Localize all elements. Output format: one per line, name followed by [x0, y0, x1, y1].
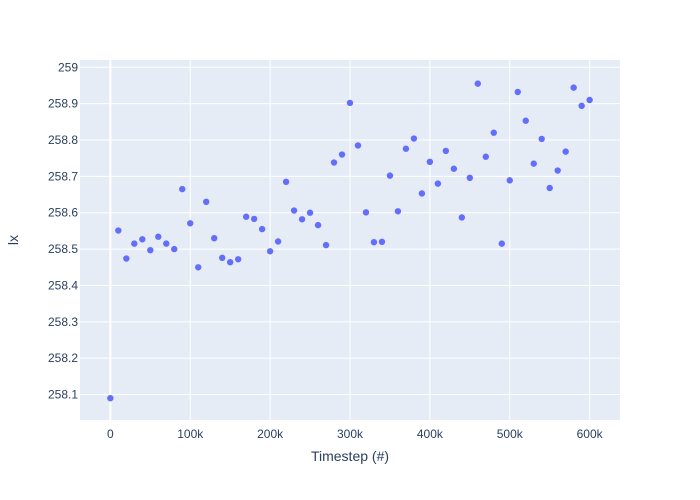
x-tick-labels: 0 100k 200k 300k 400k 500k 600k — [107, 427, 604, 441]
scatter-point — [234, 256, 242, 263]
scatter-point — [218, 254, 226, 262]
scatter-point — [171, 245, 178, 253]
scatter-point — [242, 213, 250, 220]
scatter-point — [410, 135, 418, 142]
y-tick-label: 258.8 — [48, 133, 78, 147]
scatter-point — [115, 227, 122, 234]
scatter-point — [434, 180, 442, 187]
scatter-point — [378, 238, 386, 246]
scatter-point — [203, 198, 210, 206]
scatter-point — [362, 209, 370, 216]
scatter-point — [131, 240, 138, 247]
y-tick-label: 258.1 — [48, 388, 78, 402]
y-tick-label: 258.2 — [48, 351, 78, 365]
x-tick-label: 200k — [257, 427, 284, 441]
scatter-point — [211, 234, 218, 242]
scatter-point — [306, 209, 314, 216]
scatter-point — [402, 145, 410, 152]
x-gridlines — [109, 60, 591, 420]
scatter-point — [578, 102, 585, 110]
scatter-point — [386, 172, 394, 179]
scatter-point — [258, 225, 266, 233]
scatter-point — [147, 246, 154, 254]
scatter-point — [107, 394, 114, 402]
scatter-point — [586, 96, 593, 104]
scatter-point — [394, 208, 402, 215]
scatter-point — [123, 255, 130, 262]
scatter-point — [370, 238, 378, 246]
scatter-point — [442, 147, 450, 155]
scatter-point — [514, 88, 521, 96]
data-points — [107, 80, 593, 402]
scatter-point — [266, 248, 274, 255]
scatter-point — [322, 241, 330, 249]
y-tick-label: 259 — [58, 60, 78, 74]
scatter-point — [546, 184, 553, 192]
scatter-point — [139, 236, 146, 243]
scatter-point — [554, 167, 561, 174]
scatter-point — [530, 160, 537, 167]
scatter-point — [498, 240, 505, 247]
scatter-point — [354, 142, 362, 149]
scatter-point — [426, 158, 434, 166]
scatter-point — [458, 214, 466, 221]
x-tick-label: 300k — [337, 427, 364, 441]
y-tick-label: 258.5 — [48, 242, 78, 256]
x-tick-label: 500k — [497, 427, 524, 441]
scatter-point — [250, 215, 258, 223]
scatter-point — [290, 207, 298, 214]
scatter-point — [522, 117, 529, 124]
scatter-point — [274, 238, 282, 245]
scatter-point — [155, 233, 162, 240]
scatter-point — [330, 159, 338, 166]
y-tick-label: 258.4 — [48, 278, 78, 292]
x-tick-label: 100k — [177, 427, 204, 441]
scatter-point — [490, 129, 497, 136]
scatter-point — [466, 174, 474, 182]
x-tick-label: 600k — [577, 427, 604, 441]
scatter-point — [418, 190, 426, 197]
scatter-point — [570, 84, 577, 91]
scatter-point — [282, 178, 290, 186]
scatter-point — [298, 216, 306, 223]
scatter-point — [538, 135, 545, 143]
scatter-point — [338, 151, 346, 158]
y-tick-label: 258.3 — [48, 315, 78, 329]
y-tick-label: 258.6 — [48, 206, 78, 220]
scatter-point — [314, 221, 322, 229]
x-tick-label: 400k — [417, 427, 444, 441]
y-axis-title: lx — [5, 235, 21, 245]
scatter-point — [163, 240, 170, 247]
y-tick-label: 258.7 — [48, 169, 78, 183]
scatter-point — [506, 177, 513, 184]
y-tick-label: 258.9 — [48, 97, 78, 111]
scatter-point — [346, 99, 354, 107]
scatter-point — [179, 185, 186, 193]
x-tick-label: 0 — [107, 427, 114, 441]
scatter-point — [450, 165, 458, 172]
scatter-point — [482, 153, 489, 160]
scatter-point — [187, 220, 194, 227]
scatter-point — [195, 264, 202, 271]
y-tick-labels: 258.1 258.2 258.3 258.4 258.5 258.6 258.7 258.8… — [48, 60, 78, 401]
x-axis-title: Timestep (#) — [311, 448, 389, 464]
scatter-point — [562, 148, 569, 155]
scatter-point — [474, 80, 482, 87]
scatter-point — [226, 258, 234, 266]
